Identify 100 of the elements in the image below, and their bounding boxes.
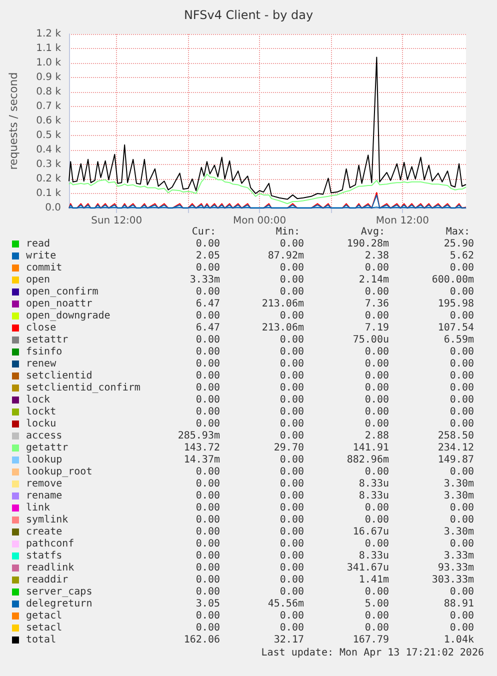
text: 0.00: [364, 406, 389, 418]
text: 0.00: [280, 466, 304, 478]
y-tick-label: 0.8 k: [36, 86, 62, 98]
text: 0.00: [450, 586, 474, 598]
text: 0.00: [364, 622, 389, 634]
y-tick-label: 0.6 k: [36, 116, 62, 126]
text: 0.00: [280, 454, 304, 466]
text: 0.00: [364, 394, 389, 406]
text: 0.00: [364, 310, 389, 322]
text: 0.00: [196, 562, 220, 574]
legend-label: lookup: [26, 454, 62, 466]
text: 2.05: [196, 250, 220, 262]
text: 0.00: [196, 610, 220, 622]
text: 8.33u: [358, 478, 389, 490]
legend-label: renew: [26, 358, 58, 370]
y-tick-label: 0.0: [45, 202, 61, 214]
text: 25.90: [444, 238, 474, 250]
legend-label: lookup_root: [26, 466, 92, 478]
text: 0.00: [364, 466, 389, 478]
legend-label: server_caps: [26, 586, 92, 598]
legend-label: write: [26, 250, 56, 262]
y-tick-label: 0.4 k: [36, 144, 62, 156]
text: 2.88: [364, 430, 389, 442]
text: 0.00: [196, 586, 220, 598]
text: 0.00: [364, 286, 389, 298]
legend-label: setclientid_confirm: [26, 382, 140, 394]
text: 45.56m: [268, 598, 304, 610]
text: 0.00: [196, 490, 220, 502]
text: 5.62: [450, 250, 474, 262]
text: 7.19: [364, 322, 389, 334]
text: 0.00: [280, 406, 304, 418]
text: 303.33m: [432, 574, 474, 586]
text: 0.00: [280, 310, 304, 322]
text: 0.00: [196, 394, 220, 406]
text: 1.41m: [358, 574, 389, 586]
text: 0.00: [364, 358, 389, 370]
legend-label: commit: [26, 262, 62, 274]
legend-label: open_noattr: [26, 298, 92, 310]
text: 0.00: [280, 574, 304, 586]
text: 0.00: [196, 526, 220, 538]
text: 0.00: [280, 526, 304, 538]
y-tick-label: 0.1 k: [36, 188, 62, 199]
text: 7.36: [364, 298, 389, 310]
text: 0.00: [364, 610, 389, 622]
text: 0.00: [196, 574, 220, 586]
text: 0.00: [280, 262, 304, 274]
y-tick-label: 0.9 k: [36, 72, 62, 83]
text: 0.00: [280, 382, 304, 394]
legend-label: total: [26, 634, 56, 646]
text: 0.00: [280, 418, 304, 430]
legend-label: fsinfo: [26, 346, 62, 358]
legend-label: rename: [26, 490, 62, 502]
text: 0.00: [450, 262, 474, 274]
legend-label: lockt: [26, 406, 56, 418]
text: 0.00: [450, 418, 474, 430]
legend-label: setclientid: [26, 370, 92, 382]
text: 8.33u: [358, 550, 389, 562]
text: 162.06: [184, 634, 220, 646]
text: 16.67u: [352, 526, 389, 538]
legend-label: delegreturn: [26, 598, 92, 610]
text: 29.70: [274, 442, 304, 454]
legend-label: setacl: [26, 622, 62, 634]
text: 143.72: [184, 442, 220, 454]
text: 213.06m: [262, 322, 304, 334]
legend-label: create: [26, 526, 62, 538]
chart-title: NFSv4 Client - by day: [184, 8, 314, 22]
text: 0.00: [280, 562, 304, 574]
text: 0.00: [196, 478, 220, 490]
y-tick-label: 1.1 k: [36, 43, 62, 54]
y-tick-label: 0.3 k: [36, 159, 62, 170]
text: 88.91: [444, 598, 474, 610]
text: 3.33m: [444, 550, 474, 562]
text: 0.00: [364, 418, 389, 430]
legend-label: symlink: [26, 514, 68, 526]
text: 3.05: [196, 598, 220, 610]
legend-label: link: [26, 502, 50, 514]
text: 0.00: [196, 334, 220, 346]
x-tick-label: Sun 12:00: [91, 216, 142, 226]
text: 0.00: [280, 622, 304, 634]
text: 285.93m: [178, 430, 220, 442]
text: 0.00: [196, 622, 220, 634]
text: 0.00: [280, 358, 304, 370]
text: 0.00: [450, 310, 474, 322]
text: 0.00: [196, 466, 220, 478]
legend-label: open_downgrade: [26, 310, 110, 322]
text: 0.00: [280, 394, 304, 406]
text: 0.00: [450, 394, 474, 406]
text: 882.96m: [346, 454, 389, 466]
text: 0.00: [196, 406, 220, 418]
text: 0.00: [280, 538, 304, 550]
text: 0.00: [364, 262, 389, 274]
text: 0.00: [196, 262, 220, 274]
text: 6.47: [196, 298, 220, 310]
text: Min:: [276, 226, 300, 238]
text: Max:: [446, 226, 470, 238]
text: 0.00: [364, 514, 389, 526]
text: 3.30m: [444, 490, 474, 502]
text: 190.28m: [346, 238, 389, 250]
text: Last update: Mon Apr 13 17:21:02 2026: [261, 648, 484, 658]
legend-label: getattr: [26, 442, 68, 454]
